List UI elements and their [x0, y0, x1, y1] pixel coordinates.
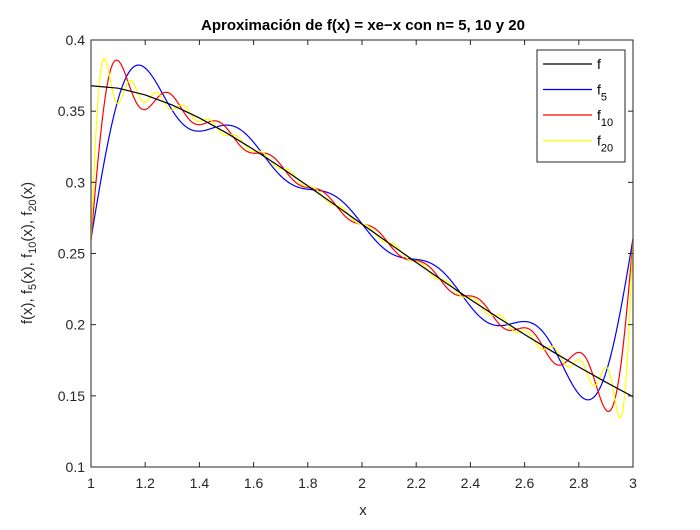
x-tick-label: 1.4 [190, 475, 210, 491]
y-tick-label: 0.3 [66, 174, 86, 190]
y-tick-label: 0.1 [66, 459, 86, 475]
legend-label: f20 [597, 133, 613, 155]
x-tick-label: 2 [358, 475, 366, 491]
x-tick-label: 3 [629, 475, 637, 491]
x-tick-label: 2.4 [461, 475, 481, 491]
series-line-f [90, 85, 634, 398]
x-tick-label: 2.6 [515, 475, 535, 491]
x-tick-label: 1.2 [135, 475, 155, 491]
legend-box [536, 49, 626, 163]
curves [90, 58, 634, 419]
y-tick-label: 0.35 [58, 103, 85, 119]
x-tick-label: 1.8 [298, 475, 318, 491]
x-tick-label: 1 [87, 475, 95, 491]
y-axis-label: f(x), f5(x), f10(x), f20(x) [19, 182, 39, 324]
y-tick-label: 0.25 [58, 246, 85, 262]
x-tick-label: 2.8 [569, 475, 589, 491]
chart-title: Aproximación de f(x) = xe−x con n= 5, 10… [201, 17, 525, 34]
legend: f f5 f10 f20 [536, 49, 626, 163]
legend-label: f10 [597, 107, 613, 129]
ticks: 1 1.2 1.4 1.6 1.8 2 2.2 2.4 2.6 2.8 3 0.1 0.15 0.2 0.2… [58, 32, 637, 491]
legend-label: f [597, 56, 601, 72]
y-tick-label: 0.2 [66, 317, 86, 333]
y-tick-label: 0.4 [66, 32, 86, 48]
y-tick-label: 0.15 [58, 388, 85, 404]
x-tick-label: 2.2 [406, 475, 426, 491]
x-tick-label: 1.6 [244, 475, 264, 491]
x-axis-label: x [359, 502, 367, 519]
legend-label: f5 [597, 82, 607, 104]
